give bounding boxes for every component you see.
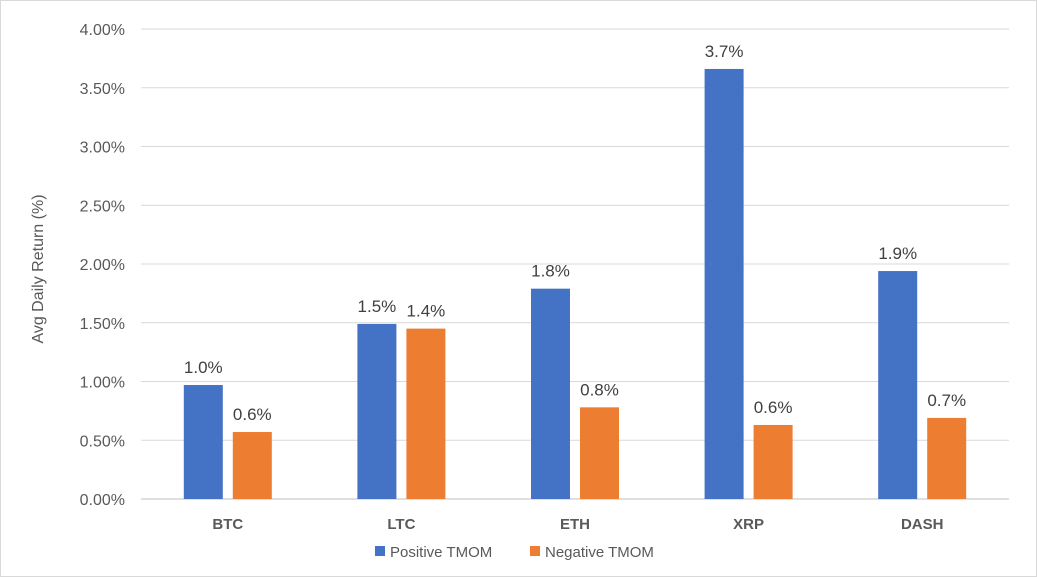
bars: [183, 68, 967, 499]
data-label: 0.8%: [580, 380, 619, 399]
bar-btc-positive: [183, 385, 223, 499]
data-label: 0.7%: [927, 391, 966, 410]
bar-dash-positive: [878, 271, 918, 499]
y-tick-label: 3.00%: [80, 140, 125, 157]
y-tick-label: 0.00%: [80, 492, 125, 509]
data-labels: 1.0% 0.6% 1.5% 1.4% 1.8% 0.8% 3.7% 0.6% 1.9% 0.7%: [184, 42, 966, 424]
y-tick-label: 2.00%: [80, 257, 125, 274]
data-label: 1.8%: [531, 262, 570, 281]
data-label: 1.4%: [407, 302, 446, 321]
gridlines: [141, 28, 1009, 500]
bar-xrp-negative: [753, 424, 793, 499]
bar-eth-positive: [531, 288, 570, 499]
bar-dash-negative: [927, 417, 967, 499]
x-axis-category-labels: BTC LTC ETH XRP DASH: [212, 516, 943, 533]
bar-ltc-negative: [406, 328, 446, 499]
y-tick-label: 0.50%: [80, 433, 125, 450]
x-category-label: DASH: [901, 516, 944, 533]
data-label: 0.6%: [754, 398, 793, 417]
bar-ltc-positive: [357, 323, 397, 499]
x-category-label: BTC: [212, 516, 243, 533]
bar-xrp-positive: [704, 68, 744, 499]
y-axis-tick-labels: 0.00% 0.50% 1.00% 1.50% 2.00% 2.50% 3.00% 3.50%…: [80, 22, 125, 509]
legend-label: Positive TMOM: [390, 544, 492, 561]
legend-swatch: [375, 546, 385, 556]
data-label: 0.6%: [233, 405, 272, 424]
y-tick-label: 4.00%: [80, 22, 125, 39]
x-category-label: XRP: [733, 516, 764, 533]
legend-swatch: [530, 546, 540, 556]
data-label: 1.9%: [878, 244, 917, 263]
bar-eth-negative: [580, 407, 619, 499]
data-label: 1.0%: [184, 358, 223, 377]
bar-btc-negative: [232, 432, 272, 499]
x-category-label: ETH: [560, 516, 590, 533]
y-tick-label: 3.50%: [80, 81, 125, 98]
y-tick-label: 1.00%: [80, 375, 125, 392]
y-tick-label: 2.50%: [80, 198, 125, 215]
y-tick-label: 1.50%: [80, 316, 125, 333]
y-axis-title: Avg Daily Return (%): [30, 194, 47, 343]
legend: Positive TMOM Negative TMOM: [375, 544, 654, 561]
data-label: 1.5%: [358, 297, 397, 316]
data-label: 3.7%: [705, 42, 744, 61]
x-category-label: LTC: [387, 516, 415, 533]
legend-label: Negative TMOM: [545, 544, 654, 561]
